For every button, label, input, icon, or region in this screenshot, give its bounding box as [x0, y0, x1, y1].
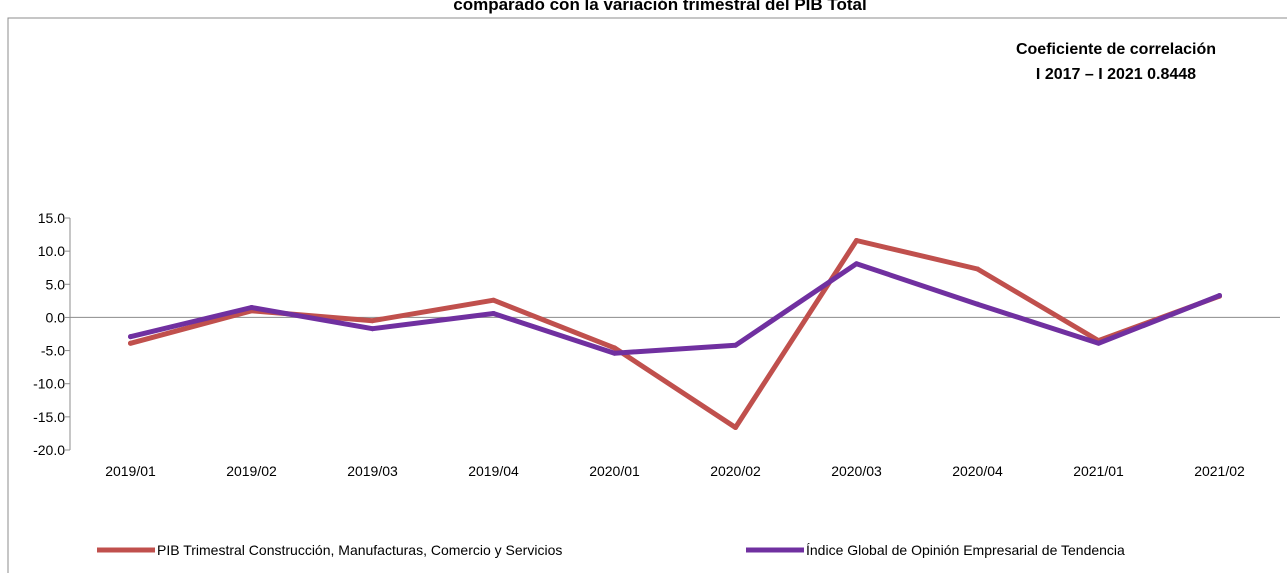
correlation-annotation-line1: Coeficiente de correlación [1016, 41, 1216, 58]
series-1-point [128, 334, 133, 340]
y-tick-label: -15.0 [33, 409, 65, 425]
series-0-point [854, 238, 859, 244]
series-0-point [612, 345, 617, 351]
series-1-point [733, 342, 738, 348]
series-line-0 [128, 238, 1222, 430]
x-tick-label: 2021/02 [1194, 463, 1245, 479]
y-tick-label: -20.0 [33, 442, 65, 458]
series-1-point [370, 326, 375, 332]
y-tick-label: -10.0 [33, 376, 65, 392]
series-1-point [975, 301, 980, 307]
legend: PIB Trimestral Construcción, Manufactura… [97, 542, 1125, 558]
series-1-point [1217, 293, 1222, 299]
x-axis: 2019/01 2019/02 2019/03 2019/04 2020/01 2020/… [70, 316, 1280, 479]
series-1-point [854, 261, 859, 267]
x-tick-label: 2020/04 [952, 463, 1003, 479]
series-1-point [1096, 340, 1101, 346]
series-0-point [491, 297, 496, 303]
series-0-point [128, 340, 133, 346]
x-tick-label: 2021/01 [1073, 463, 1124, 479]
series-1-point [491, 310, 496, 316]
x-tick-label: 2020/02 [710, 463, 761, 479]
legend-label-igoe: Índice Global de Opinión Empresarial de … [806, 542, 1125, 558]
series-line-1 [128, 261, 1222, 356]
chart-frame [7, 17, 1287, 573]
x-tick-label: 2019/04 [468, 463, 519, 479]
y-tick-label: 15.0 [38, 210, 65, 226]
series-0-point [370, 318, 375, 324]
y-axis: 15.0 10.0 5.0 0.0 -5.0 -10.0 -15.0 -20.0 [33, 210, 71, 458]
y-tick-label: 0.0 [46, 309, 66, 325]
x-tick-label: 2019/01 [105, 463, 156, 479]
x-tick-label: 2020/01 [589, 463, 640, 479]
series-1-point [612, 350, 617, 356]
series-0-point [975, 266, 980, 272]
y-tick-label: 5.0 [46, 276, 66, 292]
x-tick-label: 2019/03 [347, 463, 398, 479]
x-tick-label: 2020/03 [831, 463, 882, 479]
chart-title: comparado con la variación trimestral de… [453, 0, 866, 14]
series-layer [128, 238, 1222, 430]
y-tick-label: 10.0 [38, 243, 65, 259]
legend-label-pib: PIB Trimestral Construcción, Manufactura… [157, 542, 562, 558]
y-tick-label: -5.0 [41, 343, 65, 359]
x-tick-label: 2019/02 [226, 463, 277, 479]
series-0-point [733, 424, 738, 430]
correlation-annotation-line2: I 2017 – I 2021 0.8448 [1036, 66, 1196, 83]
series-1-point [249, 304, 254, 310]
